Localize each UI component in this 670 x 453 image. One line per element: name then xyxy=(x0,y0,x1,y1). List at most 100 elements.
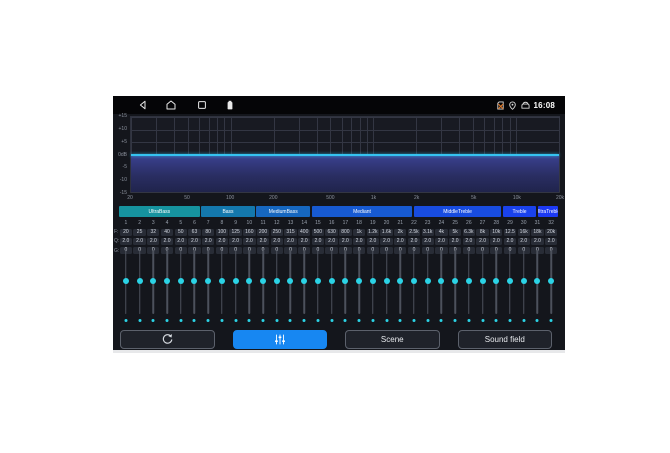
band-indicator-dot[interactable] xyxy=(426,319,430,322)
band-sliders xyxy=(119,250,558,324)
band-indicator-dot[interactable] xyxy=(508,319,512,322)
slider-knob[interactable] xyxy=(328,278,335,284)
band-indicator-dot[interactable] xyxy=(330,319,334,322)
band-indicator-dot[interactable] xyxy=(275,319,279,322)
scene-button[interactable]: Scene xyxy=(345,330,440,349)
band-indicator-dot[interactable] xyxy=(288,319,292,322)
band-indicator-dot[interactable] xyxy=(179,319,183,322)
band-indicator-dot[interactable] xyxy=(124,319,128,322)
table-cell: 2.0 xyxy=(229,237,243,245)
table-cell: 2.0 xyxy=(531,237,545,245)
sound-field-button[interactable]: Sound field xyxy=(457,330,552,349)
reset-button[interactable] xyxy=(120,330,215,349)
equalizer-button[interactable] xyxy=(232,330,327,349)
slider-knob[interactable] xyxy=(356,278,363,284)
band-indicator-dot[interactable] xyxy=(467,319,471,322)
slider-knob[interactable] xyxy=(342,278,349,284)
slider-knob[interactable] xyxy=(287,278,294,284)
slider-knob[interactable] xyxy=(534,278,541,284)
band-indicator-dot[interactable] xyxy=(371,319,375,322)
table-cell-value: 10k xyxy=(490,228,503,236)
table-cell: 2.5k xyxy=(407,228,421,236)
band-indicator-dot[interactable] xyxy=(234,319,238,322)
slider-knob[interactable] xyxy=(506,278,513,284)
band-indicator-dot[interactable] xyxy=(439,319,443,322)
band-indicator-dot[interactable] xyxy=(302,319,306,322)
slider-knob[interactable] xyxy=(232,278,239,284)
table-cell-value: 3.1k xyxy=(421,228,434,236)
band-indicator-dot[interactable] xyxy=(357,319,361,322)
band-indicator-dot[interactable] xyxy=(412,319,416,322)
band-indicator-dot[interactable] xyxy=(453,319,457,322)
slider-knob[interactable] xyxy=(136,278,143,284)
slider-knob[interactable] xyxy=(301,278,308,284)
slider-knob[interactable] xyxy=(520,278,527,284)
band-indicator-dot[interactable] xyxy=(343,319,347,322)
slider-knob[interactable] xyxy=(383,278,390,284)
band-indicator-dot[interactable] xyxy=(165,319,169,322)
slider-knob[interactable] xyxy=(397,278,404,284)
band-indicator-dot[interactable] xyxy=(481,319,485,322)
table-cell: 2.0 xyxy=(448,237,462,245)
y-tick-label: +10 xyxy=(118,125,127,132)
x-tick-label: 200 xyxy=(269,195,278,201)
band-indicator-dot[interactable] xyxy=(549,319,553,322)
eq-graph: +15 +10 +5 0dB -5 -10 -15 20 50 100 200 500 1k 2k 5k 1… xyxy=(113,113,565,206)
band-slider-12 xyxy=(270,250,284,324)
eq-curve-line[interactable] xyxy=(131,153,559,156)
band-slider-5 xyxy=(174,250,188,324)
band-number-value: 26 xyxy=(466,220,472,226)
slider-knob[interactable] xyxy=(218,278,225,284)
band-indicator-dot[interactable] xyxy=(522,319,526,322)
slider-knob[interactable] xyxy=(164,278,171,284)
y-tick-label: -5 xyxy=(122,164,127,171)
slider-knob[interactable] xyxy=(465,278,472,284)
table-cell-value: 160 xyxy=(243,228,256,236)
band-indicator-dot[interactable] xyxy=(206,319,210,322)
band-indicator-dot[interactable] xyxy=(192,319,196,322)
home-icon[interactable] xyxy=(166,100,176,110)
slider-knob[interactable] xyxy=(410,278,417,284)
slider-knob[interactable] xyxy=(479,278,486,284)
slider-knob[interactable] xyxy=(369,278,376,284)
band-number: 25 xyxy=(448,219,462,227)
location-icon xyxy=(508,100,516,110)
band-indicator-dot[interactable] xyxy=(398,319,402,322)
band-indicator-dot[interactable] xyxy=(261,319,265,322)
table-cell-value: 16k xyxy=(517,228,530,236)
slider-knob[interactable] xyxy=(452,278,459,284)
band-indicator-dot[interactable] xyxy=(494,319,498,322)
band-indicator-dot[interactable] xyxy=(151,319,155,322)
slider-knob[interactable] xyxy=(122,278,129,284)
table-cell-value: 2.0 xyxy=(339,237,352,245)
band-slider-3 xyxy=(146,250,160,324)
status-bar: 16:08 xyxy=(113,96,565,114)
band-indicator-dot[interactable] xyxy=(316,319,320,322)
slider-knob[interactable] xyxy=(548,278,555,284)
band-slider-31 xyxy=(531,250,545,324)
slider-knob[interactable] xyxy=(205,278,212,284)
table-cell-value: 2.0 xyxy=(147,237,160,245)
slider-knob[interactable] xyxy=(424,278,431,284)
frequency-row: F: 20 25 32 40 50 63 80 100 125 160 200 250 315 400 500… xyxy=(113,228,565,236)
band-slider-8 xyxy=(215,250,229,324)
slider-knob[interactable] xyxy=(191,278,198,284)
band-indicator-dot[interactable] xyxy=(535,319,539,322)
band-indicator-dot[interactable] xyxy=(220,319,224,322)
slider-knob[interactable] xyxy=(246,278,253,284)
band-indicator-dot[interactable] xyxy=(138,319,142,322)
slider-knob[interactable] xyxy=(150,278,157,284)
slider-knob[interactable] xyxy=(177,278,184,284)
slider-knob[interactable] xyxy=(273,278,280,284)
band-indicator-dot[interactable] xyxy=(385,319,389,322)
band-slider-16 xyxy=(325,250,339,324)
table-cell: 32 xyxy=(146,228,160,236)
table-cell: 400 xyxy=(297,228,311,236)
slider-knob[interactable] xyxy=(493,278,500,284)
band-indicator-dot[interactable] xyxy=(247,319,251,322)
slider-knob[interactable] xyxy=(260,278,267,284)
recents-icon[interactable] xyxy=(197,100,207,110)
slider-knob[interactable] xyxy=(438,278,445,284)
slider-knob[interactable] xyxy=(314,278,321,284)
back-icon[interactable] xyxy=(138,100,148,110)
